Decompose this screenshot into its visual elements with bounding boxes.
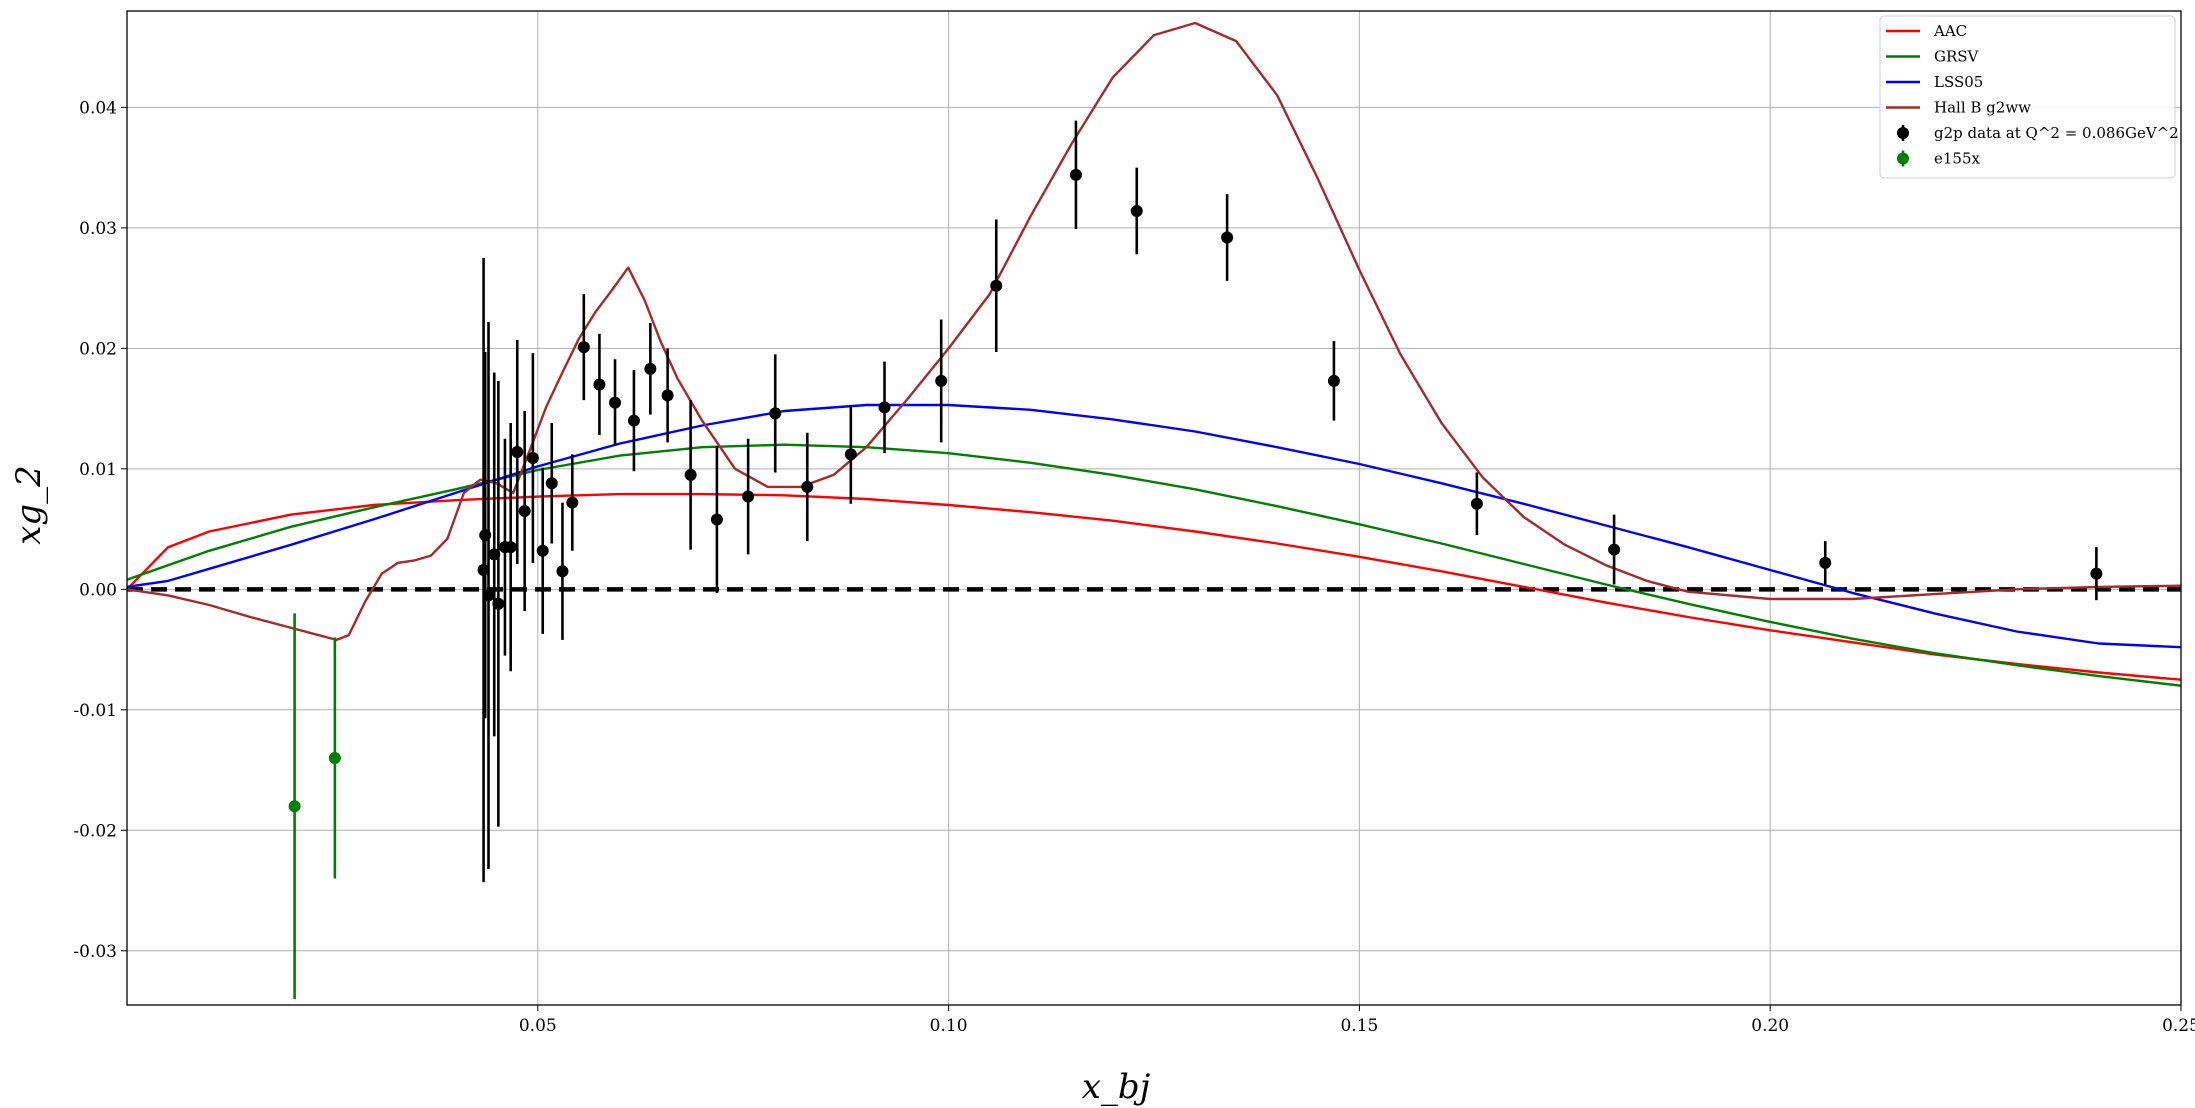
series-line-hall-b-g2ww [126, 21, 2182, 642]
series-layer [126, 21, 2182, 687]
data-point [935, 374, 948, 387]
legend-entry-lss05: LSS05 [1886, 73, 1983, 91]
series-line-grsv [126, 443, 2182, 687]
y-axis-label: xg_2 [9, 465, 49, 545]
legend: AAC GRSV LSS05 Hall B g2ww g2p data at Q^2 =… [1879, 15, 2179, 179]
legend-entry-aac: AAC [1886, 22, 1967, 40]
legend-entry-grsv: GRSV [1886, 48, 1980, 66]
legend-entry-hall-b-g2ww: Hall B g2ww [1886, 99, 2031, 117]
x-tick-label: 0.10 [930, 1016, 968, 1036]
legend-label: g2p data at Q^2 = 0.086GeV^2 [1934, 124, 2179, 142]
data-point [1608, 543, 1621, 556]
legend-entry-e155x: e155x [1897, 150, 1981, 168]
y-tick-label: -0.03 [73, 942, 117, 962]
plot-frame [126, 10, 2182, 1006]
data-point [526, 451, 539, 464]
data-point [609, 396, 622, 409]
x-axis-label: x_bj [1082, 1067, 1151, 1107]
data-point [593, 378, 606, 391]
data-point [1130, 205, 1143, 218]
data-point [661, 389, 674, 402]
data-point [844, 448, 857, 461]
data-point [288, 800, 301, 813]
legend-swatch-marker [1897, 152, 1909, 165]
data-point [710, 513, 723, 526]
data-point [518, 505, 531, 518]
legend-label: Hall B g2ww [1934, 99, 2031, 117]
data-point [742, 490, 755, 503]
legend-label: GRSV [1934, 48, 1980, 66]
data-point [328, 752, 341, 765]
errorbar-layer [288, 120, 2103, 999]
legend-label: e155x [1934, 150, 1981, 168]
tick-layer: 0.05 0.10 0.15 0.20 0.25 0.04 0.03 0.02 0.01 0.00… [73, 98, 2195, 1036]
legend-box [1879, 15, 2176, 179]
data-point [801, 480, 814, 493]
data-point [477, 564, 490, 577]
data-point [1221, 231, 1234, 244]
series-line-lss05 [126, 403, 2182, 649]
x-tick-label: 0.25 [2162, 1016, 2195, 1036]
x-tick-label: 0.20 [1751, 1016, 1789, 1036]
data-point [2090, 567, 2103, 580]
y-tick-label: -0.01 [73, 701, 117, 721]
data-point [990, 279, 1003, 292]
data-point [511, 445, 524, 458]
legend-swatch-marker [1897, 127, 1909, 139]
legend-entry-g2p-data-at-q-2-0-086gev-2: g2p data at Q^2 = 0.086GeV^2 [1897, 124, 2179, 142]
series-points-g2p-data-at-q-2-0-086gev-2 [477, 120, 2103, 883]
series-line-aac [126, 492, 2182, 681]
data-point [577, 341, 590, 354]
legend-items: AAC GRSV LSS05 Hall B g2ww g2p data at Q^2 =… [1886, 22, 2179, 168]
y-tick-label: 0.01 [79, 460, 117, 480]
data-point [504, 541, 517, 554]
data-point [1470, 497, 1483, 510]
data-point [644, 362, 657, 375]
y-tick-label: 0.00 [79, 580, 117, 600]
y-tick-label: 0.04 [79, 98, 117, 118]
legend-label: LSS05 [1934, 73, 1983, 91]
y-tick-label: 0.03 [79, 219, 117, 239]
data-point [536, 544, 549, 557]
data-point [1327, 374, 1340, 387]
x-tick-label: 0.05 [519, 1016, 557, 1036]
y-tick-label: 0.02 [79, 339, 117, 359]
data-point [769, 407, 782, 420]
series-points-e155x [288, 613, 341, 999]
data-point [878, 401, 891, 414]
data-point [1819, 556, 1832, 569]
y-tick-label: -0.02 [73, 821, 117, 841]
data-point [545, 477, 558, 490]
data-point [1069, 168, 1082, 181]
legend-label: AAC [1933, 22, 1967, 40]
data-point [684, 468, 697, 481]
data-point [566, 496, 579, 509]
data-point [556, 565, 569, 578]
data-point [627, 414, 640, 427]
data-point [492, 597, 505, 610]
x-tick-label: 0.15 [1340, 1016, 1378, 1036]
data-point [482, 589, 495, 602]
